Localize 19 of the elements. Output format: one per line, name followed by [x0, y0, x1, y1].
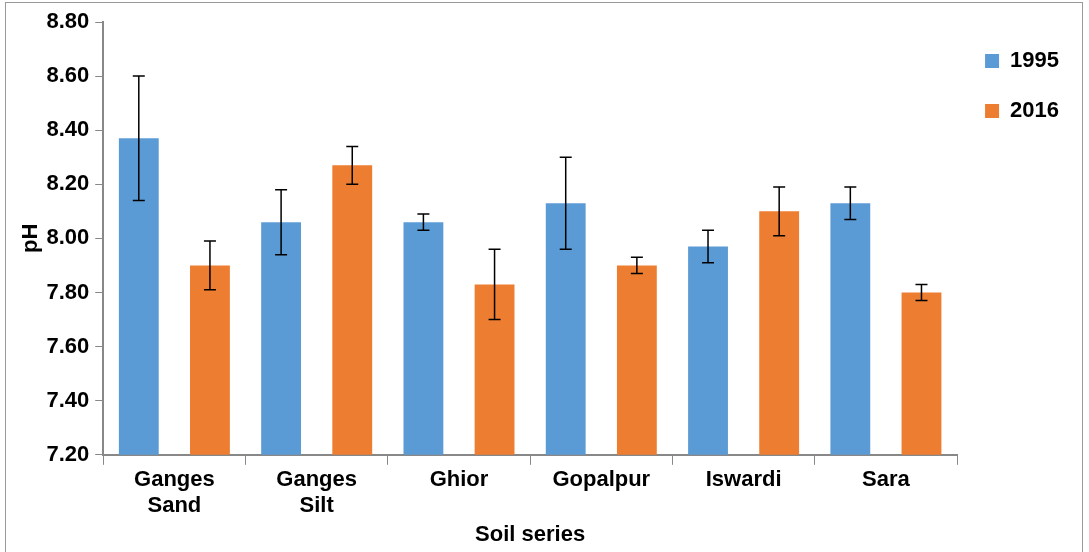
- legend-label: 2016: [1010, 97, 1060, 123]
- x-axis-title: Soil series: [475, 520, 586, 546]
- x-tick-label: Gopalpur: [552, 466, 651, 492]
- y-tick-label: 8.20: [46, 170, 90, 196]
- legend-label: 1995: [1010, 47, 1060, 73]
- y-tick-label: 8.60: [46, 62, 90, 88]
- y-tick-label: 7.40: [46, 386, 90, 412]
- y-tick-label: 7.60: [46, 332, 90, 358]
- x-tick-label: Ganges Silt: [276, 466, 358, 518]
- y-axis-title: pH: [17, 223, 43, 254]
- x-tick-label: Ganges Sand: [134, 466, 215, 518]
- x-tick-label: Ghior: [429, 466, 489, 492]
- y-tick-label: 8.00: [46, 224, 90, 250]
- y-tick-label: 7.80: [46, 278, 90, 304]
- y-tick-label: 8.40: [46, 116, 90, 142]
- x-tick-label: Iswardi: [705, 466, 782, 492]
- x-tick-label: Sara: [862, 466, 911, 492]
- y-tick-label: 8.80: [46, 8, 90, 34]
- y-tick-label: 7.20: [46, 440, 90, 466]
